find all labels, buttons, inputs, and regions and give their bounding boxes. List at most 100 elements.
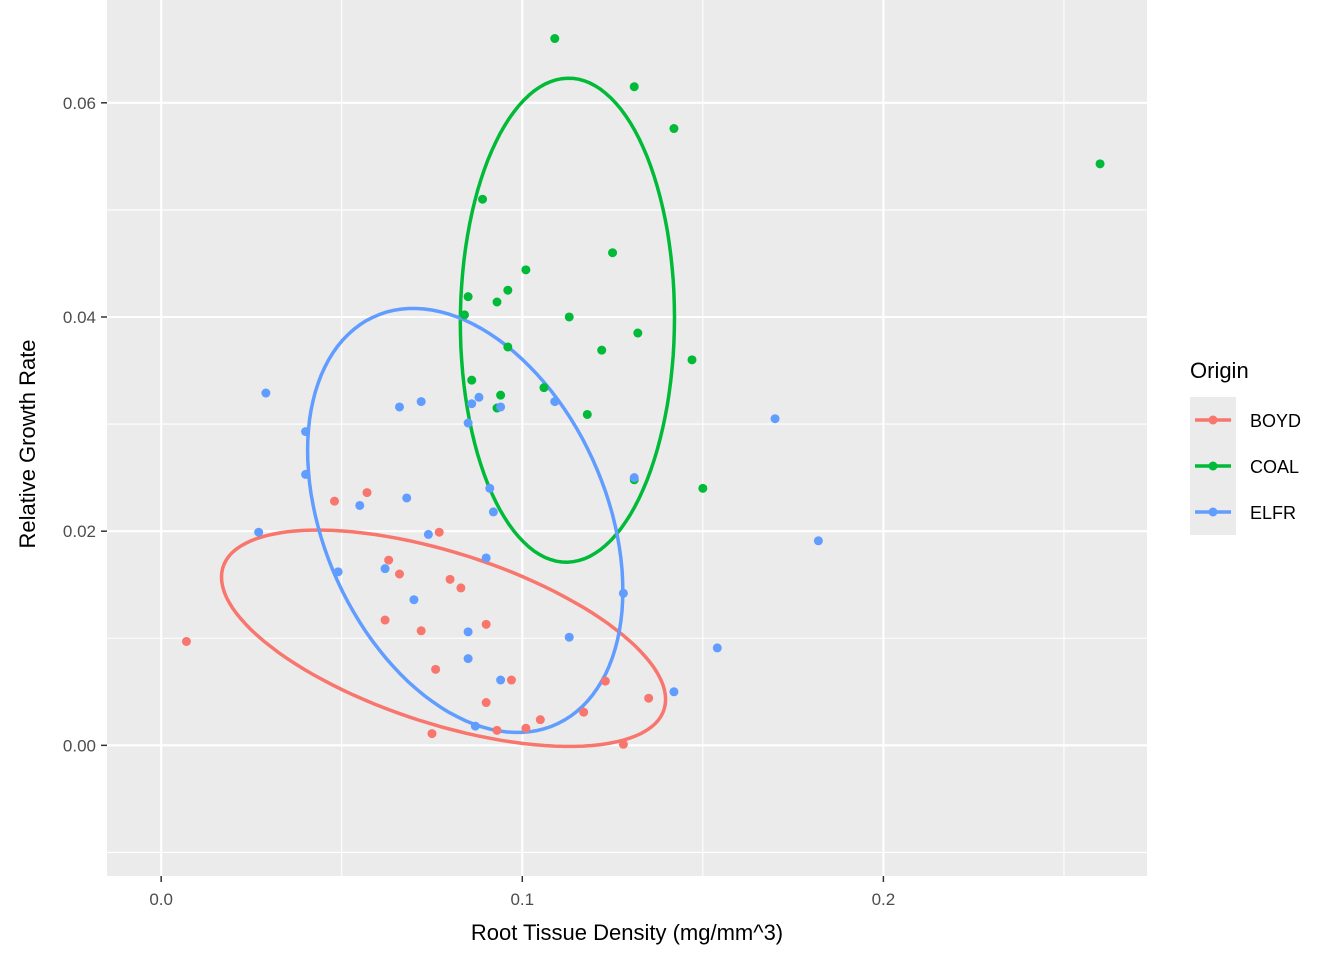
x-axis: 0.0 0.1 0.2 — [149, 876, 895, 909]
points — [181, 34, 1105, 749]
point-boyd — [492, 725, 502, 735]
ellipses — [219, 76, 677, 749]
point-coal — [539, 383, 549, 393]
point-elfr — [402, 493, 412, 503]
point-elfr — [463, 418, 473, 428]
point-coal — [629, 82, 639, 92]
y-axis-title: Relative Growth Rate — [15, 339, 40, 548]
point-elfr — [261, 388, 271, 398]
point-boyd — [506, 675, 516, 685]
point-coal — [564, 312, 574, 322]
point-elfr — [416, 397, 426, 407]
x-tick-label: 0.1 — [510, 890, 534, 909]
point-coal — [698, 483, 708, 493]
point-boyd — [618, 739, 628, 749]
y-tick-label: 0.02 — [63, 522, 96, 541]
legend-title: Origin — [1190, 358, 1249, 383]
point-boyd — [330, 496, 339, 506]
point-boyd — [481, 698, 491, 708]
point-elfr — [470, 721, 480, 731]
point-coal — [608, 248, 618, 258]
point-elfr — [481, 553, 491, 563]
point-boyd — [362, 488, 372, 498]
point-elfr — [488, 507, 498, 517]
point-boyd — [416, 626, 426, 636]
point-elfr — [669, 687, 679, 697]
point-elfr — [485, 483, 495, 493]
point-coal — [478, 194, 488, 204]
point-boyd — [380, 615, 390, 625]
point-coal — [496, 390, 506, 400]
point-elfr — [380, 564, 390, 574]
point-boyd — [445, 574, 455, 584]
y-tick-label: 0.06 — [63, 94, 96, 113]
point-elfr — [395, 402, 404, 412]
point-boyd — [456, 583, 466, 593]
point-boyd — [535, 715, 545, 725]
x-axis-title: Root Tissue Density (mg/mm^3) — [471, 920, 783, 945]
point-elfr — [496, 402, 506, 412]
point-boyd — [434, 527, 444, 537]
point-boyd — [521, 723, 531, 733]
legend-label-coal: COAL — [1250, 457, 1299, 477]
point-coal — [550, 34, 560, 44]
point-elfr — [813, 536, 823, 546]
point-coal — [687, 355, 697, 365]
ellipse-elfr — [305, 306, 625, 735]
point-coal — [669, 124, 679, 134]
point-boyd — [181, 636, 191, 646]
y-axis: 0.00 0.02 0.04 0.06 — [63, 94, 107, 755]
point-elfr — [467, 399, 477, 409]
point-boyd — [579, 707, 589, 717]
point-elfr — [474, 392, 484, 402]
point-boyd — [395, 569, 404, 579]
legend-key-point — [1208, 461, 1218, 471]
x-tick-label: 0.0 — [149, 890, 173, 909]
point-elfr — [463, 627, 473, 637]
point-elfr — [333, 567, 343, 577]
point-boyd — [384, 555, 394, 565]
point-coal — [597, 345, 607, 355]
point-elfr — [629, 473, 639, 483]
legend-label-elfr: ELFR — [1250, 503, 1296, 523]
point-elfr — [712, 643, 722, 653]
point-elfr — [409, 595, 419, 605]
point-elfr — [564, 632, 574, 642]
point-coal — [460, 310, 469, 320]
point-coal — [521, 265, 531, 275]
legend: Origin BOYD COAL ELFR — [1190, 358, 1301, 535]
y-tick-label: 0.00 — [63, 736, 96, 755]
point-boyd — [427, 729, 437, 739]
y-tick-label: 0.04 — [63, 308, 96, 327]
point-elfr — [355, 500, 365, 510]
point-boyd — [431, 664, 441, 674]
point-coal — [1095, 159, 1105, 169]
point-elfr — [463, 654, 473, 664]
point-elfr — [301, 469, 311, 479]
point-elfr — [550, 397, 560, 407]
point-elfr — [618, 588, 628, 598]
point-coal — [633, 328, 643, 338]
point-elfr — [254, 527, 264, 537]
grid-minor — [107, 0, 1147, 876]
point-coal — [503, 285, 513, 295]
ellipse-coal — [458, 76, 677, 564]
point-coal — [463, 292, 473, 302]
plot-panel — [107, 0, 1147, 876]
point-elfr — [423, 529, 433, 539]
point-coal — [503, 342, 513, 352]
point-coal — [582, 409, 592, 419]
legend-key-point — [1208, 507, 1218, 517]
point-elfr — [301, 427, 311, 437]
point-boyd — [481, 619, 491, 629]
point-elfr — [496, 675, 506, 685]
legend-label-boyd: BOYD — [1250, 411, 1301, 431]
x-tick-label: 0.2 — [872, 890, 896, 909]
point-boyd — [600, 676, 610, 686]
legend-key-point — [1208, 415, 1218, 425]
ellipse-boyd — [219, 528, 668, 749]
point-coal — [467, 375, 477, 385]
point-coal — [492, 297, 502, 307]
point-elfr — [770, 414, 780, 424]
